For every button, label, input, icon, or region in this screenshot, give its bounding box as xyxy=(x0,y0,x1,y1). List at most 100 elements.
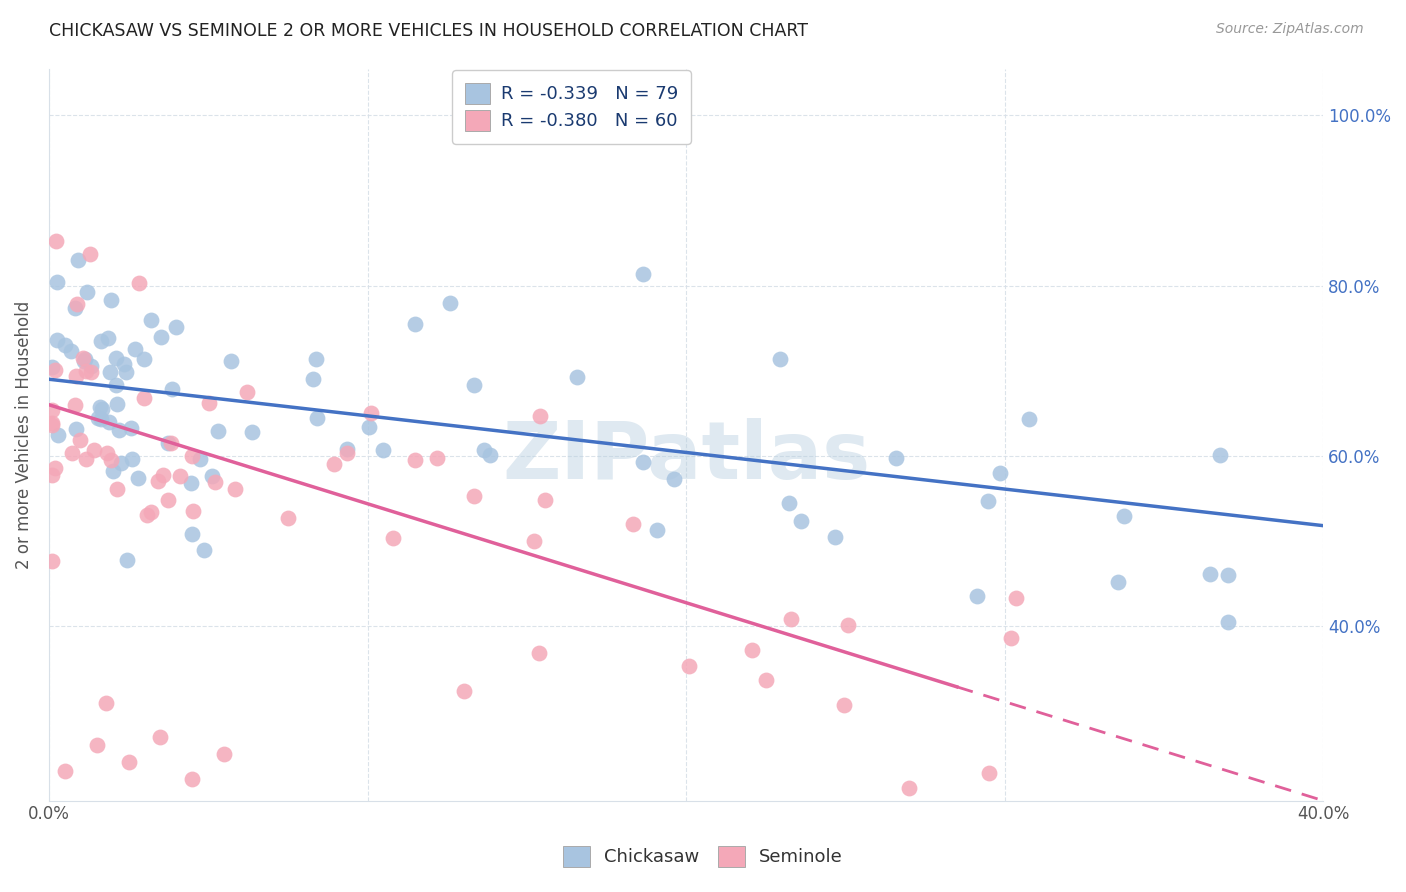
Point xyxy=(463,378,485,392)
Point xyxy=(73,353,96,368)
Point xyxy=(769,352,792,367)
Point xyxy=(41,403,63,417)
Point xyxy=(322,457,344,471)
Point xyxy=(124,342,146,356)
Point xyxy=(105,377,128,392)
Point xyxy=(91,402,114,417)
Point xyxy=(110,456,132,470)
Point xyxy=(207,425,229,439)
Point xyxy=(117,756,139,770)
Point xyxy=(741,643,763,657)
Point xyxy=(136,508,159,522)
Point xyxy=(41,416,63,430)
Point xyxy=(67,253,90,268)
Point xyxy=(988,467,1011,481)
Point xyxy=(41,467,63,482)
Point xyxy=(76,364,98,378)
Point xyxy=(567,369,589,384)
Point xyxy=(181,504,204,518)
Point xyxy=(149,730,172,744)
Point xyxy=(527,646,550,660)
Point xyxy=(198,396,221,410)
Point xyxy=(1218,567,1240,582)
Point xyxy=(832,698,855,712)
Point xyxy=(381,531,404,545)
Point xyxy=(76,285,98,299)
Y-axis label: 2 or more Vehicles in Household: 2 or more Vehicles in Household xyxy=(15,301,32,569)
Point xyxy=(96,696,118,710)
Point xyxy=(152,467,174,482)
Point xyxy=(188,452,211,467)
Point xyxy=(212,747,235,761)
Point xyxy=(112,357,135,371)
Point xyxy=(103,464,125,478)
Point xyxy=(755,673,778,688)
Point xyxy=(146,475,169,489)
Point xyxy=(69,433,91,447)
Point xyxy=(44,363,66,377)
Point xyxy=(132,352,155,367)
Point xyxy=(66,297,89,311)
Point xyxy=(404,317,426,331)
Point xyxy=(201,468,224,483)
Point xyxy=(631,267,654,281)
Point xyxy=(79,247,101,261)
Point xyxy=(523,533,546,548)
Point xyxy=(53,338,76,352)
Point xyxy=(277,511,299,525)
Point xyxy=(305,410,328,425)
Point xyxy=(165,320,187,334)
Point xyxy=(100,293,122,307)
Point xyxy=(41,417,63,432)
Point xyxy=(204,475,226,489)
Point xyxy=(105,351,128,365)
Point xyxy=(160,436,183,450)
Point xyxy=(97,331,120,345)
Point xyxy=(1114,508,1136,523)
Point xyxy=(453,684,475,698)
Point xyxy=(824,531,846,545)
Point xyxy=(335,446,357,460)
Point xyxy=(62,446,84,460)
Point xyxy=(966,589,988,603)
Point xyxy=(780,611,803,625)
Point xyxy=(181,772,204,787)
Text: ZIPatlas: ZIPatlas xyxy=(502,417,870,496)
Point xyxy=(977,493,1000,508)
Point xyxy=(1209,448,1232,462)
Point xyxy=(404,453,426,467)
Point xyxy=(63,301,86,316)
Point xyxy=(426,450,449,465)
Point xyxy=(115,553,138,567)
Point xyxy=(65,422,87,436)
Point xyxy=(86,410,108,425)
Point xyxy=(662,472,685,486)
Point xyxy=(72,351,94,365)
Point xyxy=(121,452,143,467)
Point xyxy=(162,383,184,397)
Point xyxy=(180,449,202,463)
Point xyxy=(897,780,920,795)
Point xyxy=(108,423,131,437)
Point xyxy=(1018,412,1040,426)
Point xyxy=(439,296,461,310)
Point xyxy=(98,365,121,379)
Point xyxy=(41,359,63,374)
Point xyxy=(302,372,325,386)
Point xyxy=(150,330,173,344)
Point xyxy=(89,401,111,415)
Point xyxy=(305,352,328,367)
Point xyxy=(139,505,162,519)
Point xyxy=(1216,615,1239,629)
Point xyxy=(100,452,122,467)
Point xyxy=(1199,566,1222,581)
Point xyxy=(75,451,97,466)
Point xyxy=(169,469,191,483)
Point xyxy=(837,618,859,632)
Point xyxy=(132,391,155,405)
Point xyxy=(121,421,143,435)
Point xyxy=(45,333,67,347)
Point xyxy=(240,425,263,440)
Point xyxy=(1000,631,1022,645)
Point xyxy=(73,352,96,367)
